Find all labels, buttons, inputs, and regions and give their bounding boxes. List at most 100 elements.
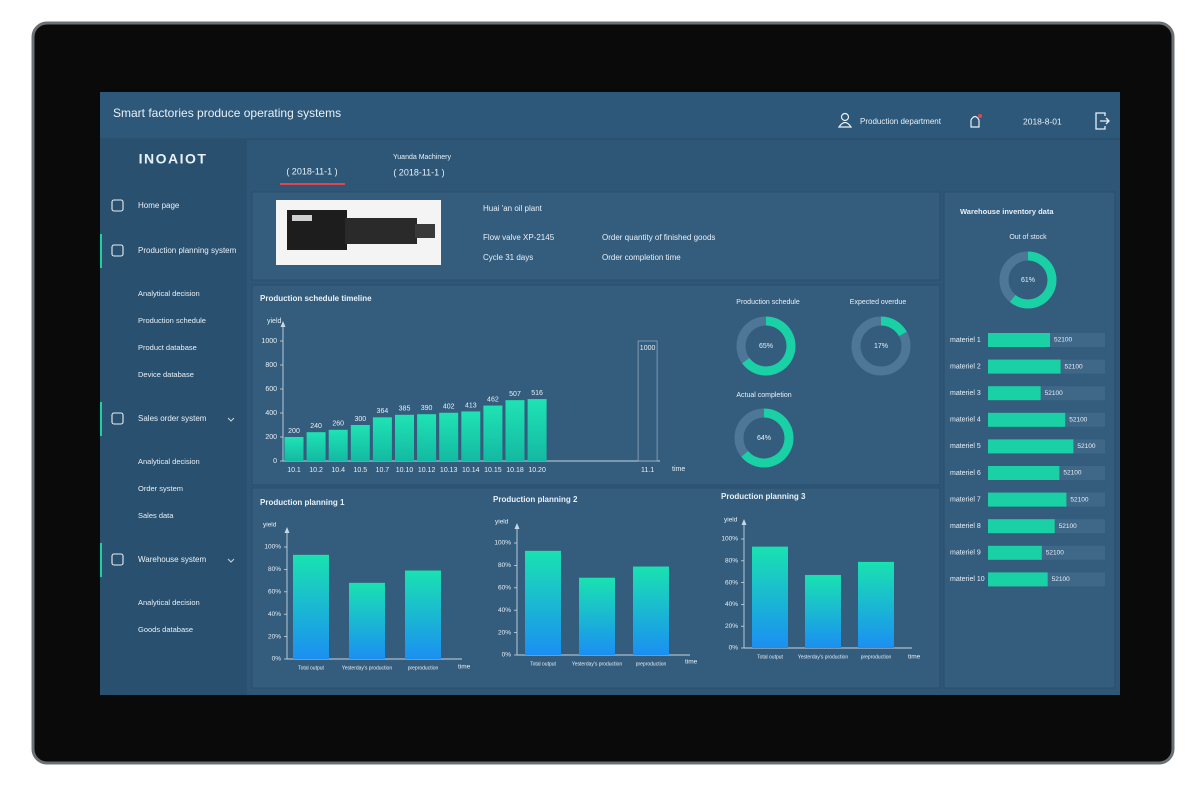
sidebar [100,139,247,695]
y-tick-label: 40% [498,607,511,614]
amount-label: 52100 [1054,337,1072,344]
x-axis-label: time [458,664,471,671]
bar [527,399,547,461]
x-tick-label: 10.5 [353,467,367,474]
x-tick-label: Yesterday's production [798,654,848,660]
y-tick-label: 600 [265,386,277,393]
donut-value: 61% [1021,277,1035,284]
bar [637,340,658,462]
tab-bar [250,141,1116,190]
x-axis-label: time [685,659,698,666]
bar [858,561,894,648]
y-axis-label: yield [263,522,277,529]
amount-label: 52100 [1046,550,1064,557]
x-tick-label: 10.10 [396,467,414,474]
menu-item[interactable]: Device database [138,370,194,379]
x-tick-label: 10.18 [506,467,524,474]
menu-item[interactable]: Product database [138,343,197,352]
amount-label: 52100 [1070,496,1088,503]
bar [633,566,669,655]
menu-heading[interactable]: Sales order system [138,414,207,423]
menu-active-bar [100,543,102,577]
y-tick-label: 80% [725,558,738,565]
bar [483,405,503,461]
value-label: 364 [377,408,389,415]
value-label: 240 [310,423,322,430]
value-label: 385 [399,406,411,413]
bar [988,412,1066,427]
y-tick-label: 60% [498,585,511,592]
y-axis-arrow [284,527,290,533]
chart-title: Production planning 2 [493,495,578,504]
menu-item[interactable]: Sales data [138,511,174,520]
menu-icon [111,199,124,212]
menu-item[interactable]: Production schedule [138,316,206,325]
y-tick-label: 40% [725,601,738,608]
x-tick-label: 10.4 [331,467,345,474]
bar [988,492,1067,507]
y-tick-label: 100% [494,540,511,547]
value-label: 260 [332,421,344,428]
donut-arc [1009,251,1057,309]
menu-heading[interactable]: Home page [138,201,180,210]
y-tick-label: 100% [264,544,281,551]
y-axis-arrow [741,519,747,525]
y-tick-label: 20% [268,633,281,640]
bar [579,577,615,655]
chart-title: Production planning 3 [721,492,806,501]
tab-date[interactable]: ( 2018-11-1 ) [286,166,337,176]
user-icon[interactable] [837,112,853,128]
product-quantity: Order quantity of finished goods [602,233,715,242]
x-tick-label: 10.20 [528,467,546,474]
bar-label: materiel 10 [950,576,985,583]
menu-heading[interactable]: Production planning system [138,246,237,255]
bar [372,417,392,461]
bar [988,439,1074,454]
tab-name[interactable]: Yuanda Machinery [393,154,451,161]
menu-item[interactable]: Analytical decision [138,598,200,607]
bar [395,414,414,461]
menu-item[interactable]: Order system [138,484,183,493]
donut-value: 64% [757,435,771,442]
x-tick-label: preproduction [408,665,439,671]
bar [439,412,459,461]
bar-label: materiel 9 [950,550,981,557]
bar [328,429,348,461]
x-tick-label: 10.2 [309,467,323,474]
y-tick-label: 40% [268,611,281,618]
logout-icon[interactable] [1095,112,1110,130]
menu-heading[interactable]: Warehouse system [138,555,207,564]
menu-item[interactable]: Analytical decision [138,289,200,298]
tab-date[interactable]: ( 2018-11-1 ) [393,167,444,177]
bar [350,425,370,461]
donut-arc [742,316,796,376]
bar [988,333,1051,347]
product-cycle: Cycle 31 days [483,253,533,262]
product-image-device [287,210,435,250]
y-axis-label: yield [724,517,738,524]
bar-label: materiel 2 [950,363,981,370]
y-tick-label: 0% [729,645,739,652]
y-tick-label: 20% [498,629,511,636]
y-tick-label: 20% [725,623,738,630]
x-tick-label: preproduction [861,654,892,660]
chart-title: Production schedule timeline [260,294,372,303]
user-department[interactable]: Production department [860,117,942,126]
y-axis-arrow [280,321,286,327]
y-tick-label: 200 [265,434,277,441]
menu-item[interactable]: Goods database [138,625,193,634]
bar [505,400,525,461]
y-tick-label: 0% [502,652,512,659]
bar [988,545,1042,560]
bar [752,546,788,648]
bar [417,414,437,461]
menu-item[interactable]: Analytical decision [138,457,200,466]
x-tick-label: Yesterday's production [342,665,392,671]
y-tick-label: 100% [721,536,738,543]
bar-label: materiel 4 [950,417,981,424]
y-tick-label: 0% [272,656,282,663]
x-tick-label: 10.13 [440,467,458,474]
value-label: 200 [288,428,300,435]
notification-icon[interactable] [970,114,982,128]
